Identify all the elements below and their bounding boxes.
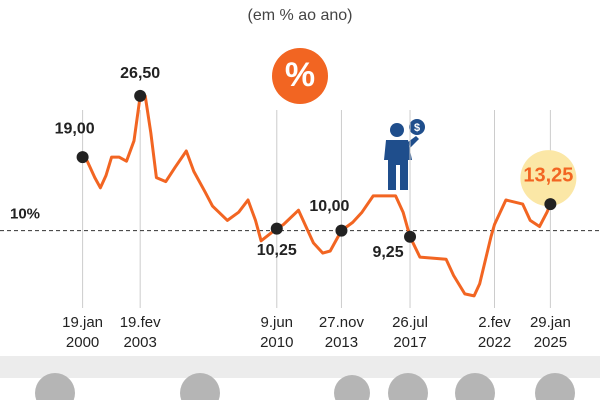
annotation-label: 10,00 bbox=[309, 198, 349, 215]
percent-icon-text: % bbox=[285, 56, 315, 94]
annotation-label: 13,25 bbox=[523, 164, 573, 186]
annotation-point bbox=[270, 222, 283, 235]
annotation-point bbox=[404, 230, 417, 243]
annotation-point bbox=[76, 151, 89, 164]
x-tick-label: 29.jan 2025 bbox=[529, 314, 571, 351]
annotation-label: 9,25 bbox=[372, 244, 403, 261]
percent-icon bbox=[272, 48, 328, 104]
coin-symbol: $ bbox=[414, 122, 420, 134]
annotation-point bbox=[134, 89, 147, 102]
annotation-point bbox=[544, 198, 557, 211]
subtitle: (em % ao ano) bbox=[248, 7, 353, 24]
x-tick-label: 19.jan 2000 bbox=[62, 314, 104, 351]
x-tick-label: 2.fev 2022 bbox=[477, 314, 512, 351]
annotation-point bbox=[335, 224, 348, 237]
annotation-label: 26,50 bbox=[120, 65, 160, 82]
annotation-label: 19,00 bbox=[55, 120, 95, 137]
president-band bbox=[0, 356, 600, 378]
x-tick-label: 19.fev 2003 bbox=[119, 314, 161, 351]
annotation-label: 10,25 bbox=[257, 242, 297, 259]
x-tick-label: 26.jul 2017 bbox=[392, 314, 428, 351]
president-photos bbox=[35, 373, 575, 400]
highlight-bubble bbox=[520, 150, 577, 207]
x-tick-label: 9.jun 2010 bbox=[260, 314, 294, 351]
rate-line bbox=[81, 94, 552, 298]
person-icon bbox=[384, 123, 419, 190]
x-tick-label: 27.nov 2013 bbox=[318, 314, 364, 351]
coin bbox=[409, 119, 425, 135]
reference-label: 10% bbox=[10, 206, 40, 223]
